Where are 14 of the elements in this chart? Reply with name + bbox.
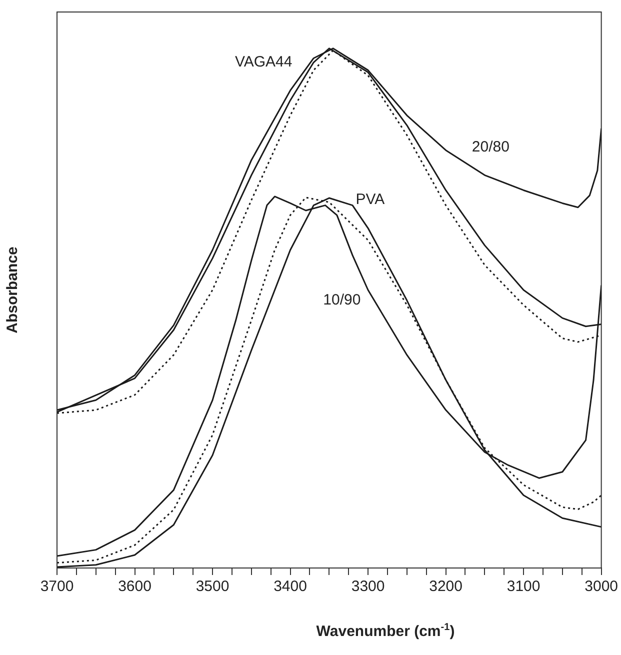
x-tick-label: 3700 — [40, 578, 74, 596]
x-tick-label: 3100 — [506, 578, 540, 596]
series-label: 20/80 — [472, 138, 510, 156]
x-axis-title: Wavenumber (cm$^{-1}$) — [315, 622, 456, 640]
x-tick-label: 3300 — [351, 578, 385, 596]
x-tick-label: 3600 — [118, 578, 152, 596]
y-axis-title: Absorbance — [4, 246, 22, 334]
series-label: VAGA44 — [234, 54, 292, 71]
x-tick-label: 3500 — [196, 578, 230, 596]
x-tick-label: 3000 — [584, 578, 618, 596]
series-label: 10/90 — [323, 291, 361, 308]
series-label: PVA — [356, 191, 385, 208]
x-tick-label: 3200 — [429, 578, 462, 596]
x-tick-label: 3400 — [274, 578, 307, 596]
